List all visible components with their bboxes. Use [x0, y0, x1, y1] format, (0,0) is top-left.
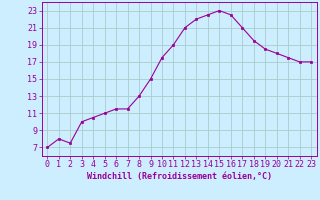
X-axis label: Windchill (Refroidissement éolien,°C): Windchill (Refroidissement éolien,°C) — [87, 172, 272, 181]
